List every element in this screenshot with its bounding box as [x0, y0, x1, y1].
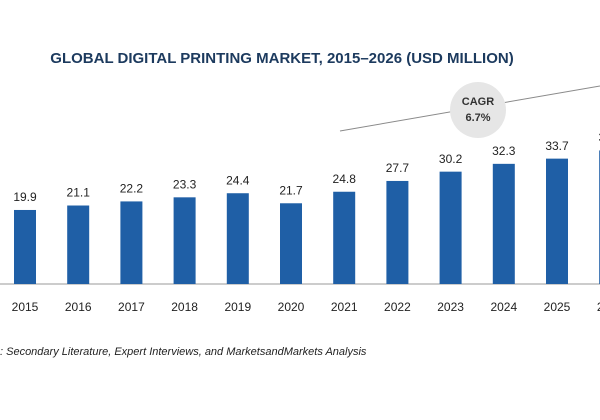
value-label: 19.9 [13, 190, 37, 204]
bar [226, 193, 249, 284]
x-tick-label: 2020 [278, 300, 305, 314]
x-tick-label: 2023 [437, 300, 464, 314]
value-label: 32.3 [492, 144, 516, 158]
value-label: 35.9 [599, 131, 600, 145]
bar [386, 180, 409, 284]
value-label: 24.8 [333, 172, 357, 186]
x-tick-label: 2024 [490, 300, 517, 314]
value-label: 27.7 [386, 161, 410, 175]
cagr-bubble [450, 82, 506, 138]
cagr-value: 6.7% [465, 112, 490, 124]
bar [439, 171, 462, 284]
x-tick-label: 2025 [544, 300, 571, 314]
value-label: 24.4 [226, 173, 250, 187]
x-tick-label: 2026 [597, 300, 600, 314]
value-label: 23.3 [173, 177, 197, 191]
value-label: 30.2 [439, 152, 463, 166]
bar [120, 201, 143, 284]
x-tick-label: 2018 [171, 300, 198, 314]
x-tick-label: 2015 [12, 300, 39, 314]
bar [14, 209, 36, 284]
x-tick-label: 2019 [224, 300, 251, 314]
x-tick-label: 2022 [384, 300, 411, 314]
source-note: : Secondary Literature, Expert Interview… [0, 346, 367, 358]
x-tick-label: 2016 [65, 300, 92, 314]
value-label: 33.7 [545, 139, 569, 153]
bar [333, 191, 356, 284]
x-tick-label: 2017 [118, 300, 145, 314]
value-label: 22.2 [120, 182, 144, 196]
chart-title: GLOBAL DIGITAL PRINTING MARKET, 2015–202… [50, 50, 513, 67]
bar [546, 158, 568, 284]
bar [173, 197, 196, 284]
bar [67, 205, 90, 284]
cagr-label: CAGR [462, 96, 494, 108]
x-tick-label: 2021 [331, 300, 358, 314]
bar [492, 163, 515, 284]
value-label: 21.1 [67, 186, 91, 200]
bar [280, 203, 302, 284]
value-label: 21.7 [279, 183, 303, 197]
